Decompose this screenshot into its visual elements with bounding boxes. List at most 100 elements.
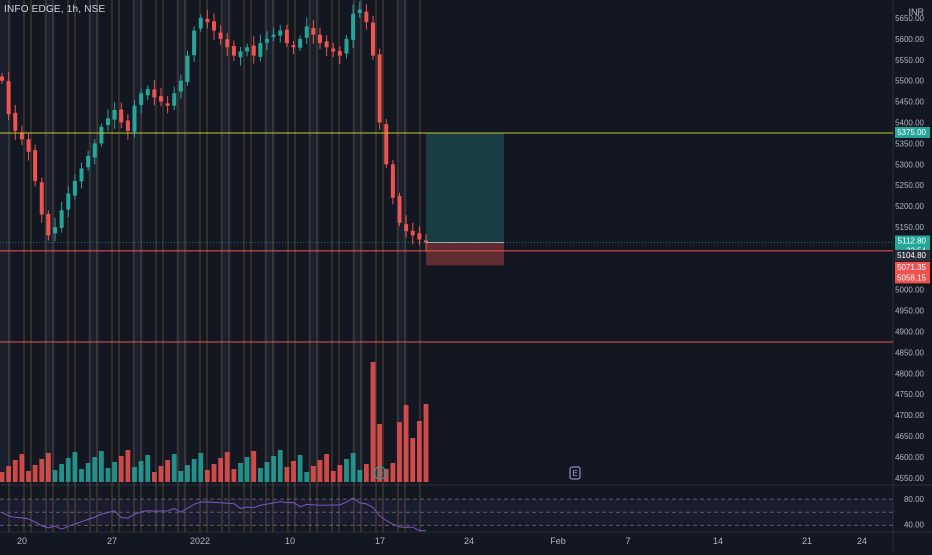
candle[interactable]: [231, 46, 236, 56]
candle[interactable]: [364, 11, 369, 23]
candle[interactable]: [86, 155, 91, 168]
price-axis-tick: 4650.00: [895, 432, 924, 441]
candle[interactable]: [344, 38, 349, 54]
stop-zone[interactable]: [426, 242, 504, 266]
candle[interactable]: [178, 80, 183, 92]
volume-bar: [257, 468, 263, 482]
volume-bar: [377, 424, 383, 482]
candle[interactable]: [324, 41, 329, 48]
candle[interactable]: [6, 81, 11, 115]
candle[interactable]: [198, 18, 203, 29]
time-axis-tick: 10: [285, 536, 295, 546]
candle[interactable]: [225, 39, 230, 48]
candle[interactable]: [218, 32, 223, 39]
candle[interactable]: [119, 109, 124, 123]
symbol-title[interactable]: INFO EDGE, 1h, NSE: [4, 4, 106, 15]
candle[interactable]: [39, 182, 44, 215]
candle[interactable]: [19, 132, 24, 140]
dividend-marker[interactable]: [373, 466, 387, 480]
candle[interactable]: [390, 164, 395, 198]
price-label-target: 5375.00: [897, 128, 926, 137]
candle[interactable]: [410, 230, 415, 236]
candle[interactable]: [404, 224, 409, 232]
session-band: [176, 0, 187, 482]
candle[interactable]: [271, 34, 276, 37]
candle[interactable]: [318, 34, 322, 44]
candle[interactable]: [72, 181, 77, 196]
price-axis-tick: 5550.00: [895, 56, 924, 65]
volume-bar: [65, 458, 71, 482]
volume-bar: [357, 470, 363, 482]
price-label-stop-line: 5071.35: [897, 263, 926, 272]
candle[interactable]: [152, 89, 157, 98]
candle[interactable]: [371, 22, 375, 56]
candle[interactable]: [99, 126, 104, 144]
volume-bar: [92, 457, 98, 482]
candle[interactable]: [139, 93, 144, 105]
volume-bar: [151, 472, 157, 482]
session-band: [132, 0, 143, 482]
candle[interactable]: [192, 30, 197, 56]
candle[interactable]: [66, 193, 71, 210]
candle[interactable]: [165, 103, 170, 106]
volume-bar: [79, 469, 84, 482]
candle[interactable]: [331, 48, 336, 52]
candle[interactable]: [251, 45, 256, 56]
candle[interactable]: [125, 120, 130, 131]
candle[interactable]: [132, 105, 137, 132]
volume-bar: [297, 455, 303, 482]
candle[interactable]: [205, 18, 210, 23]
candle[interactable]: [238, 51, 243, 58]
price-label-stop: 5058.15: [897, 273, 926, 282]
candle[interactable]: [357, 9, 362, 13]
target-zone[interactable]: [426, 132, 504, 243]
volume-bar: [72, 452, 78, 482]
volume-bar: [32, 465, 38, 482]
candle[interactable]: [112, 109, 117, 120]
volume-bar: [39, 459, 45, 482]
session-band: [44, 0, 55, 482]
candle[interactable]: [159, 96, 163, 102]
candle[interactable]: [172, 93, 177, 106]
candle[interactable]: [298, 38, 303, 48]
candle[interactable]: [26, 139, 31, 152]
candle[interactable]: [417, 233, 422, 240]
volume-bar: [178, 471, 184, 482]
candle[interactable]: [311, 28, 316, 35]
earnings-marker[interactable]: [569, 466, 581, 480]
candle[interactable]: [245, 47, 250, 52]
volume-bar: [112, 462, 118, 482]
candle[interactable]: [33, 150, 38, 182]
candle[interactable]: [145, 89, 150, 96]
candle[interactable]: [278, 30, 283, 36]
candle[interactable]: [424, 240, 428, 243]
candle[interactable]: [0, 76, 4, 81]
candle[interactable]: [265, 38, 269, 43]
candle[interactable]: [258, 43, 263, 57]
candle[interactable]: [291, 45, 296, 48]
candle[interactable]: [384, 124, 389, 165]
candle[interactable]: [212, 21, 216, 31]
candle[interactable]: [59, 210, 64, 228]
candle[interactable]: [92, 143, 97, 158]
candle[interactable]: [337, 51, 342, 56]
candle[interactable]: [284, 29, 289, 44]
price-axis-tick: 4750.00: [895, 390, 924, 399]
volume-bar: [0, 472, 5, 482]
candle[interactable]: [13, 112, 18, 131]
candle[interactable]: [304, 26, 309, 38]
price-axis-tick: 5600.00: [895, 35, 924, 44]
candle[interactable]: [185, 55, 190, 82]
volume-bar: [271, 456, 277, 482]
candle[interactable]: [46, 214, 51, 236]
candle[interactable]: [377, 54, 382, 123]
candle[interactable]: [53, 227, 57, 234]
volume-bar: [52, 470, 58, 482]
candle[interactable]: [106, 118, 110, 126]
candle[interactable]: [397, 196, 402, 223]
price-axis-tick: 5350.00: [895, 139, 924, 148]
candle[interactable]: [351, 13, 356, 40]
candle[interactable]: [79, 168, 84, 182]
